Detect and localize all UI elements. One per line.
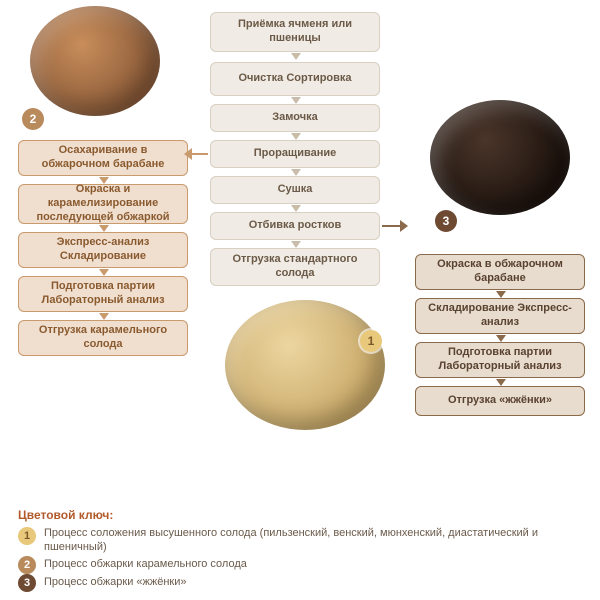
legend-row-3-text: Процесс обжарки «жжёнки» xyxy=(44,576,187,588)
legend-badge-2-text: 2 xyxy=(24,558,30,572)
legend-badge-1-text: 1 xyxy=(24,529,30,543)
center-step-0: Приёмка ячменя или пшеницы xyxy=(210,12,380,52)
branch-line-left xyxy=(190,153,208,155)
grain-image-3 xyxy=(430,100,570,215)
center-step-5-label: Отбивка ростков xyxy=(249,219,342,233)
legend-row-1-text: Процесс соложения высушенного солода (пи… xyxy=(44,527,538,553)
right-step-3: Отгрузка «жжёнки» xyxy=(415,386,585,416)
grain-image-1 xyxy=(225,300,385,430)
left-step-3-label: Подготовка партии Лабораторный анализ xyxy=(25,280,181,308)
arrow-down-icon xyxy=(291,53,301,60)
arrow-down-icon xyxy=(99,225,109,232)
center-step-2-label: Замочка xyxy=(272,111,317,125)
branch-line-right xyxy=(382,225,400,227)
legend-row-2: 2 Процесс обжарки карамельного солода xyxy=(18,557,578,571)
left-step-1-label: Окраска и карамелизирование последующей … xyxy=(25,183,181,224)
center-step-6-label: Отгрузка стандартного солода xyxy=(217,253,373,281)
center-step-5: Отбивка ростков xyxy=(210,212,380,240)
branch-line-right-v xyxy=(498,225,500,253)
arrow-down-icon xyxy=(496,379,506,386)
badge-2-text: 2 xyxy=(30,112,37,126)
arrow-down-icon xyxy=(496,335,506,342)
left-step-1: Окраска и карамелизирование последующей … xyxy=(18,184,188,224)
left-step-3: Подготовка партии Лабораторный анализ xyxy=(18,276,188,312)
legend-row-3: 3 Процесс обжарки «жжёнки» xyxy=(18,575,578,589)
right-step-0-label: Окраска в обжарочном барабане xyxy=(422,258,578,286)
legend-badge-2: 2 xyxy=(18,556,36,574)
left-step-4-label: Отгрузка карамельного солода xyxy=(25,324,181,352)
center-step-2: Замочка xyxy=(210,104,380,132)
badge-3-text: 3 xyxy=(443,214,450,228)
right-step-2-label: Подготовка партии Лабораторный анализ xyxy=(422,346,578,374)
left-step-0-label: Осахаривание в обжарочном барабане xyxy=(25,144,181,172)
grain-image-2 xyxy=(30,6,160,116)
right-step-2: Подготовка партии Лабораторный анализ xyxy=(415,342,585,378)
right-step-1: Складирование Экспресс-анализ xyxy=(415,298,585,334)
legend-row-1: 1 Процесс соложения высушенного солода (… xyxy=(18,526,578,555)
center-step-3-label: Проращивание xyxy=(254,147,336,161)
legend-title: Цветовой ключ: xyxy=(18,508,578,522)
center-step-4: Сушка xyxy=(210,176,380,204)
right-step-0: Окраска в обжарочном барабане xyxy=(415,254,585,290)
badge-1-text: 1 xyxy=(368,334,375,348)
center-step-0-label: Приёмка ячменя или пшеницы xyxy=(217,18,373,46)
center-step-1: Очистка Сортировка xyxy=(210,62,380,96)
badge-2: 2 xyxy=(22,108,44,130)
center-step-1-label: Очистка Сортировка xyxy=(238,72,351,86)
badge-3: 3 xyxy=(435,210,457,232)
center-step-6: Отгрузка стандартного солода xyxy=(210,248,380,286)
arrow-down-icon xyxy=(291,97,301,104)
arrow-down-icon xyxy=(99,269,109,276)
left-step-4: Отгрузка карамельного солода xyxy=(18,320,188,356)
arrow-down-icon xyxy=(291,133,301,140)
left-step-2: Экспресс-анализ Складирование xyxy=(18,232,188,268)
badge-1: 1 xyxy=(360,330,382,352)
legend-badge-1: 1 xyxy=(18,527,36,545)
legend-row-2-text: Процесс обжарки карамельного солода xyxy=(44,558,247,570)
arrow-down-icon xyxy=(291,241,301,248)
center-step-3: Проращивание xyxy=(210,140,380,168)
legend: Цветовой ключ: 1 Процесс соложения высуш… xyxy=(18,508,578,592)
center-step-4-label: Сушка xyxy=(278,183,313,197)
legend-badge-3: 3 xyxy=(18,574,36,592)
arrow-left-icon xyxy=(184,148,192,160)
right-step-3-label: Отгрузка «жжёнки» xyxy=(448,394,552,408)
arrow-down-icon xyxy=(99,313,109,320)
arrow-down-icon xyxy=(291,205,301,212)
left-step-0: Осахаривание в обжарочном барабане xyxy=(18,140,188,176)
arrow-right-icon xyxy=(400,220,408,232)
left-step-2-label: Экспресс-анализ Складирование xyxy=(25,236,181,264)
legend-badge-3-text: 3 xyxy=(24,576,30,590)
flowchart-stage: 2 3 1 Приёмка ячменя или пшеницы Очистка… xyxy=(0,0,600,600)
right-step-1-label: Складирование Экспресс-анализ xyxy=(422,302,578,330)
arrow-down-icon xyxy=(291,169,301,176)
arrow-down-icon xyxy=(99,177,109,184)
arrow-down-icon xyxy=(496,291,506,298)
